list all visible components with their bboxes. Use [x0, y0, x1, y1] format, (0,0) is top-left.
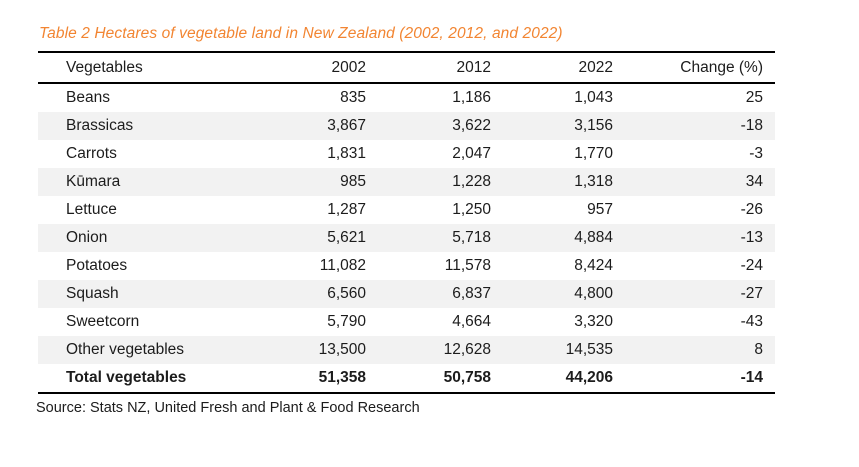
row-label: Beans [66, 89, 110, 106]
row-label: Brassicas [66, 117, 134, 134]
cell-value: 3,156 [574, 117, 613, 134]
cell-value: 5,718 [452, 229, 491, 246]
column-header: 2002 [243, 52, 378, 84]
cell-value: 4,884 [574, 229, 613, 246]
cell-value: -3 [749, 145, 763, 162]
cell-value: 12,628 [443, 341, 491, 358]
cell-value: 4,800 [574, 285, 613, 302]
cell-value: -27 [740, 285, 763, 302]
cell-value: 1,287 [327, 201, 366, 218]
cell-value: 3,867 [327, 117, 366, 134]
cell-value: 8,424 [574, 257, 613, 274]
cell-value: -24 [740, 257, 763, 274]
cell-value: 1,831 [327, 145, 366, 162]
row-label: Total vegetables [66, 369, 187, 386]
header-row: Vegetables 2002 2012 2022 Change (%) [38, 52, 775, 84]
cell-value: 14,535 [565, 341, 613, 358]
row-label: Carrots [66, 145, 117, 162]
cell-value: 1,043 [574, 89, 613, 106]
table-row: Other vegetables 13,500 12,628 14,535 8 [38, 336, 775, 364]
cell-value: 835 [340, 89, 366, 106]
row-label: Squash [66, 285, 119, 302]
table-row: Potatoes 11,082 11,578 8,424 -24 [38, 252, 775, 280]
cell-value: 1,186 [452, 89, 491, 106]
page: Table 2 Hectares of vegetable land in Ne… [36, 25, 775, 416]
cell-value: 4,664 [452, 313, 491, 330]
cell-value: 13,500 [318, 341, 366, 358]
row-label: Sweetcorn [66, 313, 140, 330]
cell-value: 11,082 [319, 257, 366, 274]
column-header: Change (%) [625, 52, 775, 84]
table-row: Onion 5,621 5,718 4,884 -13 [38, 224, 775, 252]
row-label: Other vegetables [66, 341, 185, 358]
cell-value: -14 [740, 369, 763, 386]
cell-value: 957 [587, 201, 613, 218]
table-row: Carrots 1,831 2,047 1,770 -3 [38, 140, 775, 168]
cell-value: 5,790 [327, 313, 366, 330]
cell-value: 8 [754, 341, 763, 358]
row-label: Lettuce [66, 201, 117, 218]
cell-value: 25 [745, 89, 763, 106]
column-header: 2012 [378, 52, 503, 84]
cell-value: -26 [740, 201, 763, 218]
row-label: Kūmara [66, 173, 121, 190]
table-row: Beans 835 1,186 1,043 25 [38, 83, 775, 112]
table-row: Sweetcorn 5,790 4,664 3,320 -43 [38, 308, 775, 336]
row-label: Potatoes [66, 257, 128, 274]
cell-value: 6,560 [327, 285, 366, 302]
table-row: Kūmara 985 1,228 1,318 34 [38, 168, 775, 196]
table-row: Lettuce 1,287 1,250 957 -26 [38, 196, 775, 224]
cell-value: -13 [740, 229, 763, 246]
cell-value: 2,047 [452, 145, 491, 162]
cell-value: 11,578 [444, 257, 491, 274]
cell-value: 51,358 [318, 369, 366, 386]
column-header: Vegetables [38, 52, 243, 84]
table-row: Squash 6,560 6,837 4,800 -27 [38, 280, 775, 308]
cell-value: 985 [340, 173, 366, 190]
cell-value: 34 [745, 173, 763, 190]
table-title: Table 2 Hectares of vegetable land in Ne… [39, 25, 563, 42]
table-header: Vegetables 2002 2012 2022 Change (%) [38, 52, 775, 84]
cell-value: 1,228 [452, 173, 491, 190]
cell-value: 1,250 [452, 201, 491, 218]
total-row: Total vegetables 51,358 50,758 44,206 -14 [38, 364, 775, 393]
source-note: Source: Stats NZ, United Fresh and Plant… [36, 400, 420, 416]
table-body: Beans 835 1,186 1,043 25 Brassicas 3,867 3,622 3… [38, 83, 775, 393]
cell-value: -18 [740, 117, 763, 134]
cell-value: 3,622 [452, 117, 491, 134]
cell-value: 1,770 [574, 145, 613, 162]
cell-value: 1,318 [574, 173, 613, 190]
cell-value: 44,206 [565, 369, 613, 386]
column-header: 2022 [503, 52, 625, 84]
table-row: Brassicas 3,867 3,622 3,156 -18 [38, 112, 775, 140]
row-label: Onion [66, 229, 108, 246]
cell-value: -43 [740, 313, 763, 330]
vegetable-land-table: Vegetables 2002 2012 2022 Change (%) Beans 83… [38, 51, 775, 394]
cell-value: 3,320 [574, 313, 613, 330]
cell-value: 50,758 [443, 369, 491, 386]
cell-value: 5,621 [327, 229, 366, 246]
cell-value: 6,837 [452, 285, 491, 302]
